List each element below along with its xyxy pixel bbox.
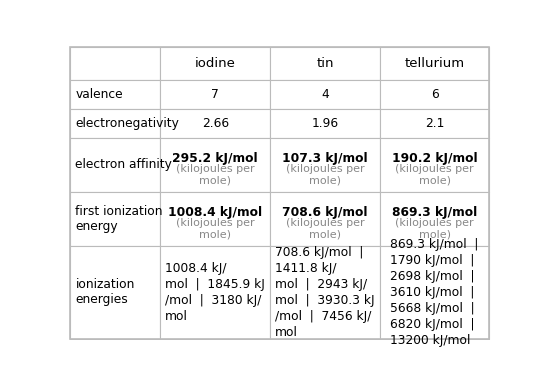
Bar	[270, 138, 380, 192]
Bar	[161, 109, 270, 138]
Text: (kilojoules per
mole): (kilojoules per mole)	[176, 163, 254, 185]
Bar	[161, 246, 270, 338]
Bar	[270, 109, 380, 138]
Bar	[70, 192, 161, 246]
Text: (kilojoules per
mole): (kilojoules per mole)	[176, 218, 254, 239]
Bar	[161, 192, 270, 246]
Bar	[70, 138, 161, 192]
Text: 869.3 kJ/mol  |
1790 kJ/mol  |
2698 kJ/mol  |
3610 kJ/mol  |
5668 kJ/mol  |
6820: 869.3 kJ/mol | 1790 kJ/mol | 2698 kJ/mol…	[390, 238, 479, 346]
Text: (kilojoules per
mole): (kilojoules per mole)	[395, 163, 474, 185]
Text: 2.1: 2.1	[425, 117, 444, 130]
Text: ionization
energies: ionization energies	[75, 278, 135, 306]
Bar	[380, 47, 489, 80]
Text: (kilojoules per
mole): (kilojoules per mole)	[286, 163, 364, 185]
Text: 7: 7	[211, 88, 219, 101]
Text: 1008.4 kJ/mol: 1008.4 kJ/mol	[168, 206, 263, 219]
Bar	[380, 192, 489, 246]
Text: valence: valence	[75, 88, 123, 101]
Text: 1.96: 1.96	[312, 117, 339, 130]
Bar	[161, 80, 270, 109]
Text: (kilojoules per
mole): (kilojoules per mole)	[286, 218, 364, 239]
Text: (kilojoules per
mole): (kilojoules per mole)	[395, 218, 474, 239]
Text: 1008.4 kJ/
mol  |  1845.9 kJ
/mol  |  3180 kJ/
mol: 1008.4 kJ/ mol | 1845.9 kJ /mol | 3180 k…	[165, 262, 265, 323]
Text: electronegativity: electronegativity	[75, 117, 179, 130]
Bar	[70, 47, 161, 80]
Text: iodine: iodine	[195, 57, 236, 70]
Text: 708.6 kJ/mol: 708.6 kJ/mol	[282, 206, 368, 219]
Bar	[270, 246, 380, 338]
Text: 708.6 kJ/mol  |
1411.8 kJ/
mol  |  2943 kJ/
mol  |  3930.3 kJ
/mol  |  7456 kJ/
: 708.6 kJ/mol | 1411.8 kJ/ mol | 2943 kJ/…	[275, 246, 375, 338]
Bar	[380, 246, 489, 338]
Text: electron affinity: electron affinity	[75, 158, 173, 171]
Bar	[270, 192, 380, 246]
Text: first ionization
energy: first ionization energy	[75, 205, 163, 233]
Text: tin: tin	[316, 57, 334, 70]
Bar	[161, 47, 270, 80]
Text: tellurium: tellurium	[405, 57, 465, 70]
Text: 295.2 kJ/mol: 295.2 kJ/mol	[173, 152, 258, 165]
Bar	[380, 80, 489, 109]
Bar	[380, 109, 489, 138]
Bar	[270, 80, 380, 109]
Text: 4: 4	[321, 88, 329, 101]
Bar	[70, 246, 161, 338]
Bar	[270, 47, 380, 80]
Text: 107.3 kJ/mol: 107.3 kJ/mol	[282, 152, 368, 165]
Bar	[70, 109, 161, 138]
Bar	[161, 138, 270, 192]
Bar	[70, 80, 161, 109]
Text: 6: 6	[431, 88, 438, 101]
Text: 869.3 kJ/mol: 869.3 kJ/mol	[392, 206, 477, 219]
Bar	[380, 138, 489, 192]
Text: 190.2 kJ/mol: 190.2 kJ/mol	[392, 152, 477, 165]
Text: 2.66: 2.66	[202, 117, 229, 130]
